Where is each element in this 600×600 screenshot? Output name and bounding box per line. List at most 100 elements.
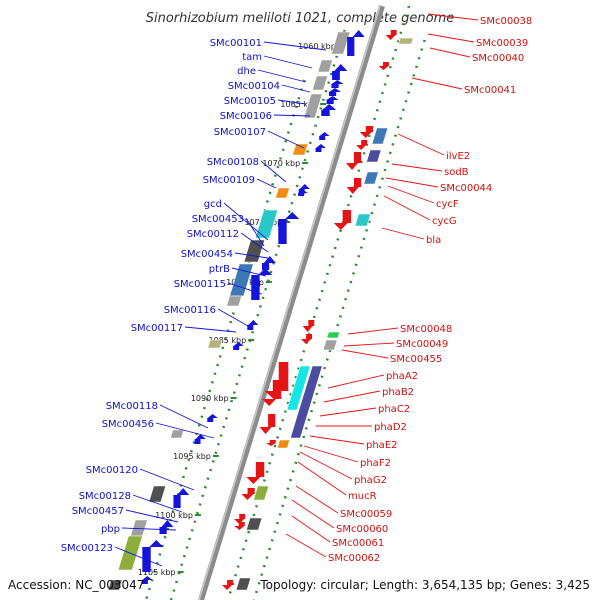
genome-backbone — [198, 5, 385, 600]
gene-label-forward[interactable]: SMc00107 — [214, 127, 266, 138]
label-leader-forward — [184, 326, 237, 333]
gene-label-forward[interactable]: SMc00109 — [203, 175, 255, 186]
feature-box — [254, 209, 279, 239]
gene-label-reverse[interactable]: phaD2 — [374, 422, 407, 433]
forward-gene-arrow — [278, 212, 300, 244]
gene-label-reverse[interactable]: SMc00049 — [396, 339, 448, 350]
gene-label-reverse[interactable]: SMc00041 — [464, 85, 516, 96]
gene-label-forward[interactable]: tam — [242, 52, 262, 63]
gene-label-forward[interactable]: SMc00118 — [106, 401, 158, 412]
gene-label-forward[interactable]: SMc00115 — [174, 279, 226, 290]
gene-label-reverse[interactable]: SMc00060 — [336, 524, 388, 535]
label-leader-forward — [245, 217, 265, 247]
label-leader-forward — [139, 468, 195, 491]
label-leader-reverse — [341, 349, 389, 359]
label-leader-forward — [223, 202, 269, 241]
gene-label-reverse[interactable]: SMc00038 — [480, 16, 532, 27]
reverse-gene-arrow — [333, 210, 352, 230]
label-leader-reverse — [391, 163, 443, 172]
gene-label-reverse[interactable]: phaB2 — [382, 387, 414, 398]
label-leader-reverse — [309, 435, 365, 445]
gene-label-reverse[interactable]: ilvE2 — [446, 151, 470, 162]
gene-label-forward[interactable]: ptrB — [209, 264, 230, 275]
label-leader-reverse — [291, 499, 335, 529]
forward-gene-arrow — [331, 80, 344, 88]
label-leader-reverse — [295, 485, 339, 514]
label-leader-reverse — [397, 133, 445, 156]
gene-label-forward[interactable]: SMc00104 — [228, 81, 280, 92]
gene-label-reverse[interactable]: phaE2 — [366, 440, 398, 451]
gene-label-reverse[interactable]: phaC2 — [378, 404, 410, 415]
gene-label-reverse[interactable]: SMc00062 — [328, 553, 380, 564]
gene-label-reverse[interactable]: bla — [426, 235, 441, 246]
gene-label-reverse[interactable]: phaF2 — [360, 458, 391, 469]
feature-box — [366, 149, 382, 163]
reverse-gene-arrow — [246, 462, 265, 484]
feature-box — [107, 579, 123, 591]
feature-box — [371, 127, 389, 145]
label-leader-reverse — [383, 195, 431, 221]
feature-box — [253, 485, 270, 501]
label-leader-lines — [114, 13, 479, 567]
gene-label-forward[interactable]: SMc00106 — [220, 111, 272, 122]
gene-label-forward[interactable]: gcd — [204, 199, 222, 210]
label-leader-forward — [281, 84, 311, 93]
forward-gene-arrow — [261, 256, 276, 270]
label-leader-forward — [240, 232, 269, 253]
gene-label-forward[interactable]: SMc00105 — [224, 96, 276, 107]
gene-label-reverse[interactable]: SMc00061 — [332, 538, 384, 549]
gene-label-forward[interactable]: SMc00112 — [187, 229, 239, 240]
gene-label-forward[interactable]: SMc00108 — [207, 157, 259, 168]
tick-dot-track — [252, 39, 426, 600]
gene-label-reverse[interactable]: cycG — [432, 216, 457, 227]
label-leader-reverse — [411, 77, 463, 90]
reverse-gene-arrow — [262, 380, 282, 406]
forward-gene-arrow — [173, 488, 190, 508]
gene-label-forward[interactable]: pbp — [101, 524, 120, 535]
tick-label: 1070 kbp — [262, 159, 300, 168]
gene-label-forward[interactable]: dhe — [237, 66, 256, 77]
reverse-gene-arrow — [241, 488, 255, 500]
gene-label-forward[interactable]: SMc00123 — [61, 543, 113, 554]
reverse-gene-arrow — [346, 152, 362, 170]
gene-label-forward[interactable]: SMc00128 — [79, 491, 131, 502]
forward-gene-arrow — [142, 540, 164, 572]
label-leader-forward — [125, 509, 179, 523]
tick-label: 1060 kbp — [298, 42, 336, 51]
gene-label-reverse[interactable]: SMc00044 — [440, 183, 492, 194]
gene-label-reverse[interactable]: phaA2 — [386, 371, 418, 382]
gene-label-reverse[interactable]: phaG2 — [354, 475, 387, 486]
gene-label-reverse[interactable]: SMc00048 — [400, 324, 452, 335]
reverse-gene-arrow — [259, 414, 276, 434]
feature-box — [226, 295, 243, 307]
label-leader-forward — [159, 404, 209, 429]
reverse-gene-arrow — [264, 362, 289, 398]
gene-labels: SMc00101 tam dhe SMc00104 SMc00105 SMc00106 SM… — [61, 16, 533, 564]
accession-text: Accession: NC_003047 — [8, 578, 145, 592]
label-leader-forward — [257, 69, 307, 83]
feature-box — [330, 31, 351, 55]
gene-label-forward[interactable]: SMc00456 — [102, 419, 154, 430]
gene-label-forward[interactable]: SMc00116 — [164, 305, 216, 316]
gene-label-forward[interactable]: SMc00117 — [131, 323, 183, 334]
gene-label-forward[interactable]: SMc00120 — [86, 465, 138, 476]
gene-label-reverse[interactable]: cycF — [436, 199, 459, 210]
feature-box — [235, 577, 252, 591]
label-leader-forward — [234, 252, 269, 259]
forward-gene-arrow — [194, 434, 206, 444]
gene-label-forward[interactable]: SMc00101 — [210, 38, 262, 49]
gene-label-reverse[interactable]: SMc00039 — [476, 38, 528, 49]
reverse-gene-arrow — [234, 522, 245, 530]
gene-label-reverse[interactable]: SMc00455 — [390, 354, 442, 365]
gene-label-reverse[interactable]: sodB — [444, 167, 469, 178]
gene-label-reverse[interactable]: SMc00059 — [340, 509, 392, 520]
label-leader-forward — [121, 527, 177, 531]
gene-label-forward[interactable]: SMc00454 — [181, 249, 233, 260]
gene-label-forward[interactable]: SMc00457 — [72, 506, 124, 517]
tick-label: 1085 kbp — [209, 336, 247, 345]
label-leader-reverse — [327, 374, 385, 389]
gene-label-reverse[interactable]: SMc00040 — [472, 53, 524, 64]
feature-box — [303, 93, 323, 119]
gene-label-forward[interactable]: SMc00453 — [192, 214, 244, 225]
gene-label-reverse[interactable]: mucR — [348, 491, 377, 502]
